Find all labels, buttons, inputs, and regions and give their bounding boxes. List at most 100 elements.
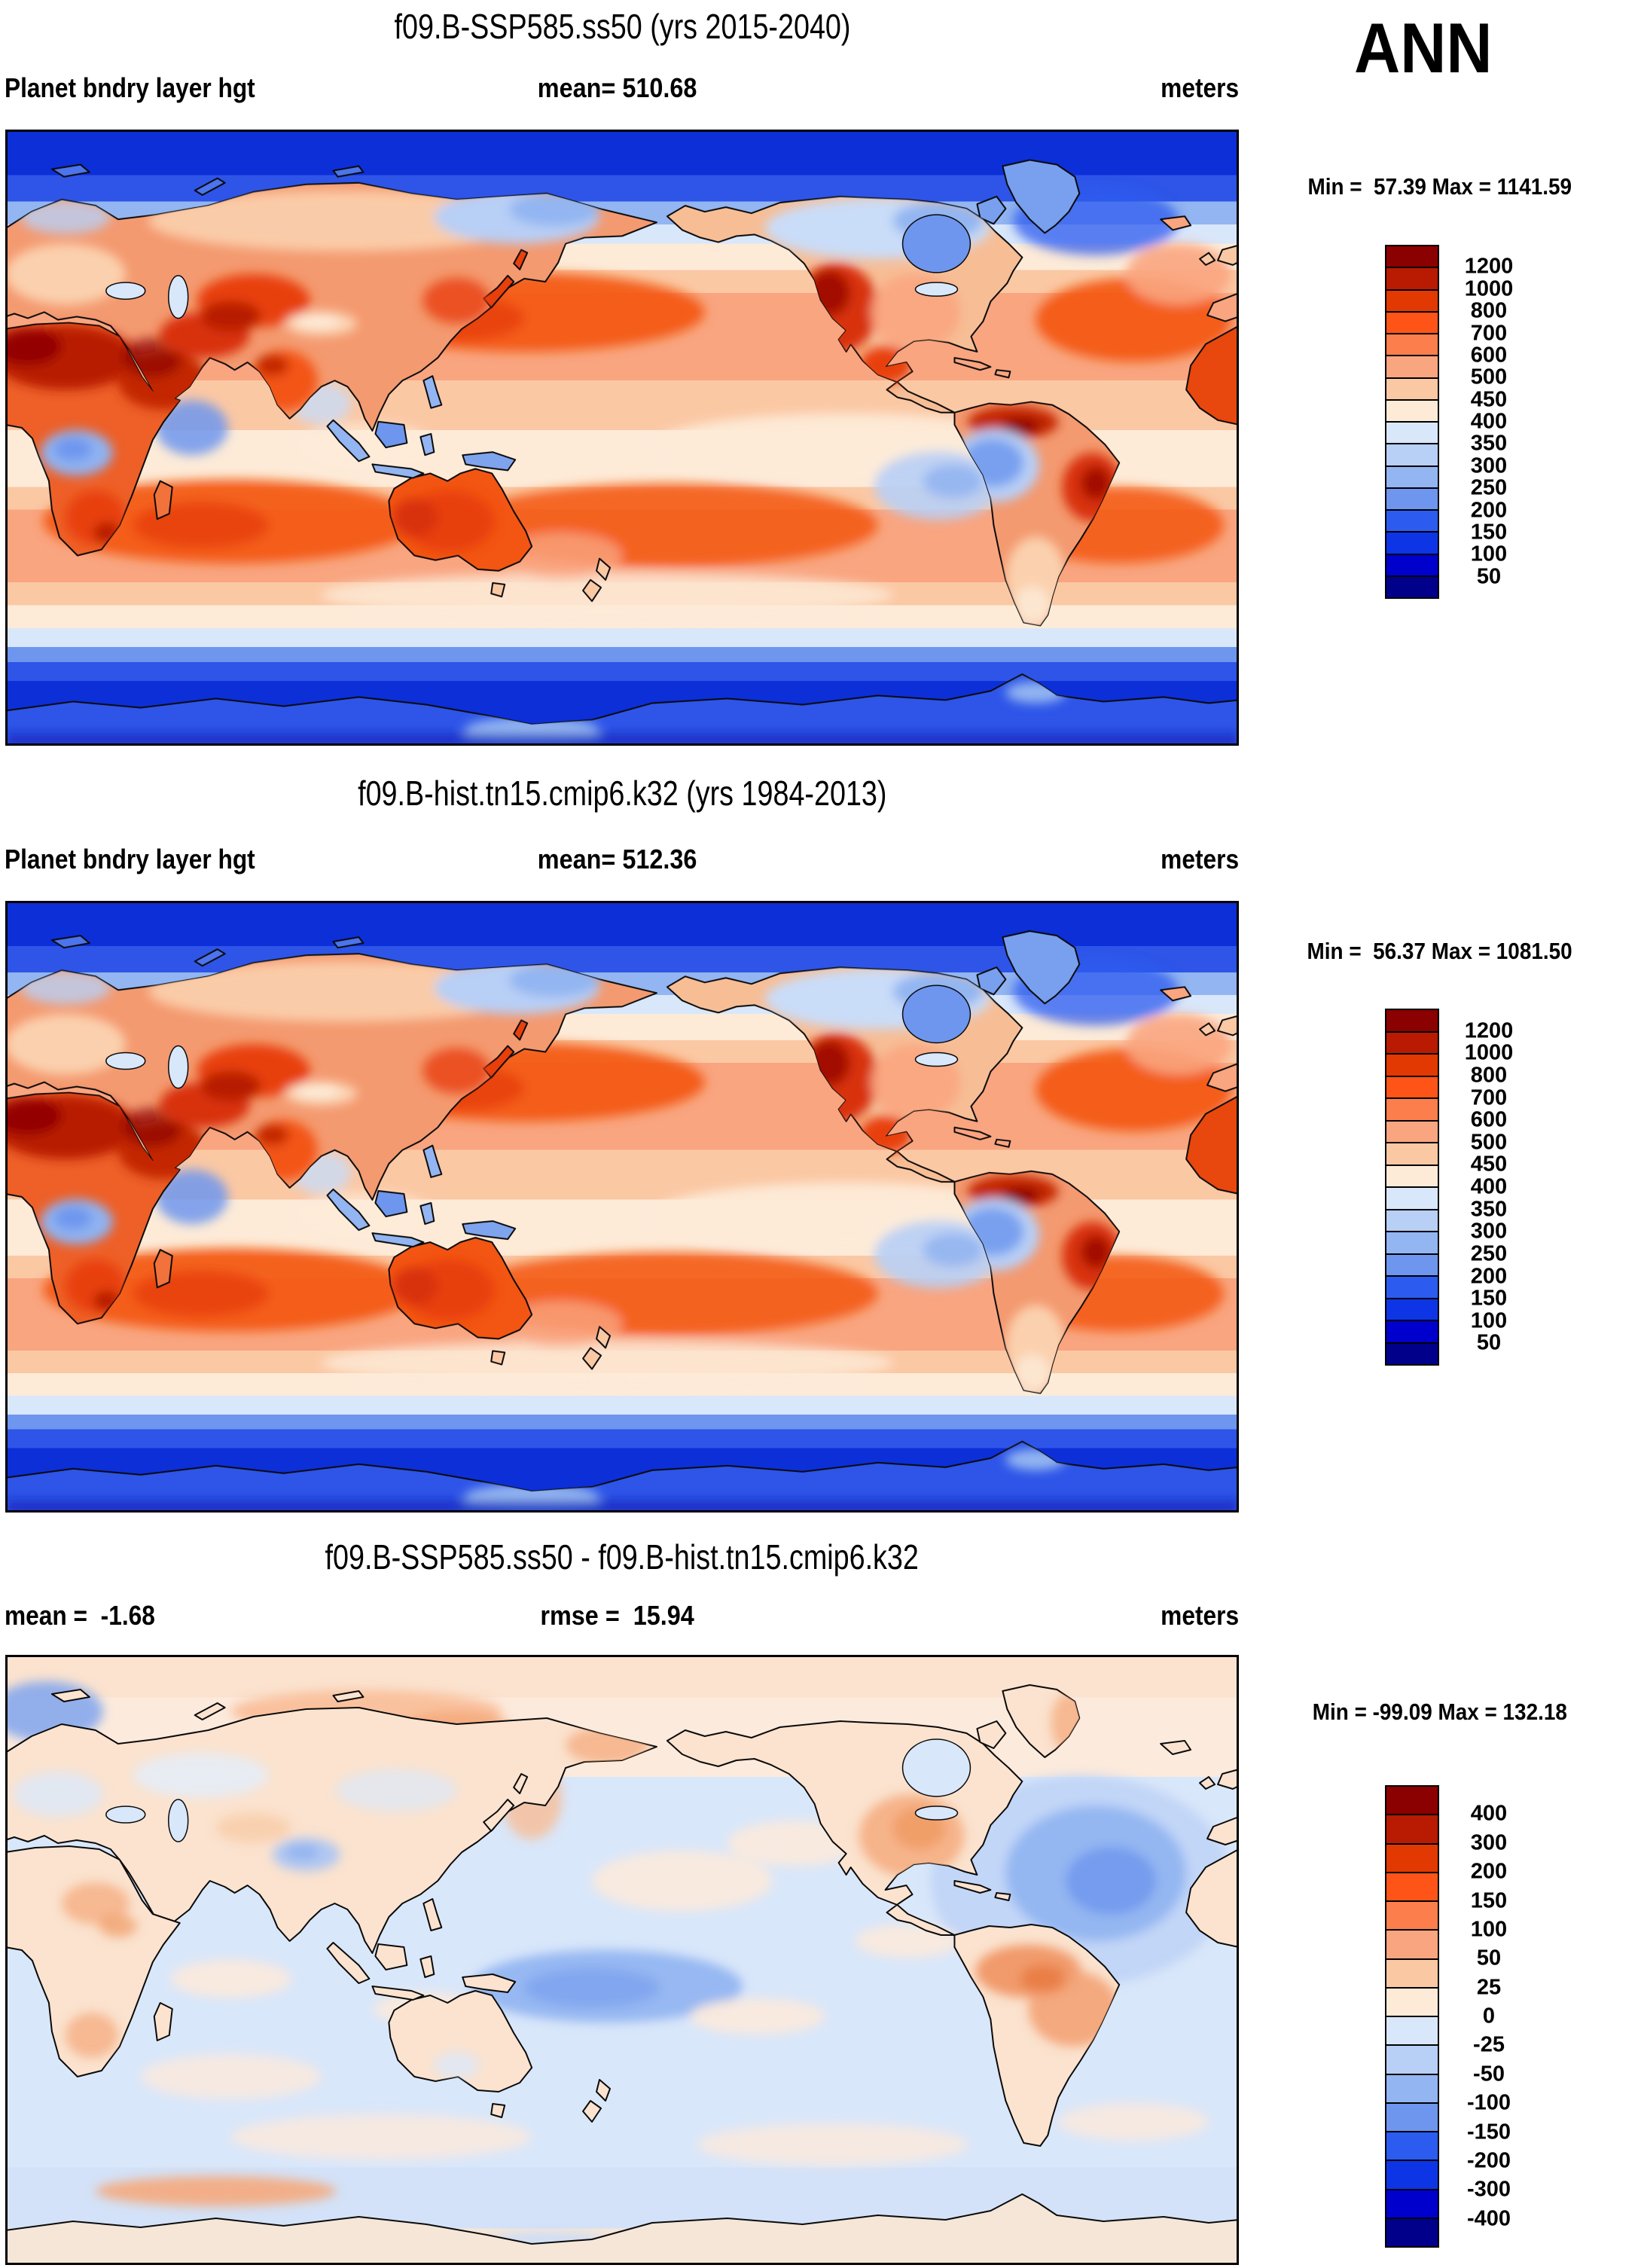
worldmap-contour-graphic [5, 130, 1239, 746]
colorbar-segment [1386, 575, 1438, 597]
panel3-units-label: meters [1161, 1600, 1239, 1631]
colorbar-tick-label: -150 [1466, 2120, 1511, 2144]
colorbar-tick-label: 450 [1470, 387, 1508, 412]
season-label: ANN [1354, 8, 1493, 87]
colorbar-tick-label: 250 [1470, 1241, 1508, 1266]
colorbar-tick-label: 600 [1470, 343, 1508, 368]
colorbar-segment [1386, 2073, 1438, 2102]
colorbar-segment [1386, 1253, 1438, 1275]
colorbar-segment [1386, 1075, 1438, 1097]
colorbar-segment [1386, 465, 1438, 487]
colorbar-segment [1386, 1297, 1438, 1320]
colorbar-tick-label: 100 [1470, 1308, 1508, 1333]
colorbar-segment [1386, 1053, 1438, 1076]
colorbar-segment [1386, 1929, 1438, 1958]
panel1-minmax-label: Min = 57.39 Max = 1141.59 [1307, 173, 1572, 200]
colorbar-segment [1386, 246, 1438, 267]
panel3-title: f09.B-SSP585.ss50 - f09.B-hist.tn15.cmip… [325, 1537, 920, 1577]
colorbar-segment [1386, 1097, 1438, 1120]
colorbar-segment [1386, 2217, 1438, 2246]
colorbar-tick-label: 1000 [1464, 1040, 1514, 1065]
colorbar-segment [1386, 1900, 1438, 1930]
colorbar-segment [1386, 2188, 1438, 2218]
colorbar-model [1385, 245, 1439, 599]
colorbar-tick-label: 150 [1470, 1286, 1508, 1311]
colorbar-tick-label: 1200 [1464, 254, 1514, 279]
colorbar-tick-label: -100 [1466, 2090, 1511, 2115]
colorbar-tick-label: 450 [1470, 1152, 1508, 1177]
colorbar-tick-label: -50 [1473, 2062, 1505, 2086]
colorbar-segment [1386, 1871, 1438, 1900]
colorbar-segment [1386, 398, 1438, 421]
colorbar-segment [1386, 2044, 1438, 2074]
colorbar-control [1385, 1009, 1439, 1366]
panel3-mean-label: mean = -1.68 [5, 1600, 155, 1631]
colorbar-tick-label: -300 [1466, 2177, 1511, 2202]
panel3-rmse-label: rmse = 15.94 [540, 1600, 695, 1631]
colorbar-tick-label: 200 [1470, 498, 1508, 522]
colorbar-segment [1386, 1164, 1438, 1186]
colorbar-tick-label: 350 [1470, 431, 1508, 456]
colorbar-tick-label: 400 [1470, 1801, 1508, 1826]
colorbar-segment [1386, 2131, 1438, 2160]
colorbar-tick-label: 800 [1470, 1063, 1508, 1088]
map-control-case [5, 901, 1239, 1513]
colorbar-tick-label: 500 [1470, 365, 1508, 389]
colorbar-tick-label: 50 [1476, 564, 1502, 589]
colorbar-tick-label: 800 [1470, 298, 1508, 323]
colorbar-tick-label: 150 [1470, 520, 1508, 545]
colorbar-segment [1386, 553, 1438, 575]
colorbar-segment [1386, 1010, 1438, 1031]
colorbar-tick-label: 250 [1470, 475, 1508, 500]
colorbar-segment [1386, 1787, 1438, 1815]
panel2-minmax-label: Min = 56.37 Max = 1081.50 [1307, 938, 1573, 964]
colorbar-tick-label: 150 [1470, 1888, 1508, 1912]
colorbar-tick-label: 350 [1470, 1197, 1508, 1222]
panel1-units-label: meters [1161, 72, 1239, 103]
colorbar-tick-label: 1000 [1464, 276, 1514, 301]
colorbar-tick-label: 50 [1476, 1330, 1502, 1355]
map-model-case [5, 130, 1239, 746]
colorbar-tick-label: 300 [1470, 1219, 1508, 1244]
colorbar-segment [1386, 1231, 1438, 1253]
colorbar-labels-control: 1200 1000 800 700 600 500 450 400 350 300 250 200 15… [1440, 1009, 1538, 1366]
colorbar-segment [1386, 531, 1438, 554]
colorbar-tick-label: 500 [1470, 1130, 1508, 1155]
colorbar-segment [1386, 333, 1438, 356]
panel2-units-label: meters [1161, 844, 1239, 875]
colorbar-tick-label: 25 [1476, 1975, 1502, 2000]
panel2-title: f09.B-hist.tn15.cmip6.k32 (yrs 1984-2013… [357, 774, 887, 813]
panel1-title: f09.B-SSP585.ss50 (yrs 2015-2040) [394, 7, 850, 46]
colorbar-labels-difference: 400 300 200 150 100 50 25 0 -25 -50 -100 -150 -200 -3… [1440, 1785, 1538, 2248]
colorbar-segment [1386, 1320, 1438, 1342]
colorbar-segment [1386, 1814, 1438, 1843]
colorbar-segment [1386, 377, 1438, 399]
colorbar-difference [1385, 1785, 1439, 2248]
colorbar-segment [1386, 509, 1438, 532]
colorbar-segment [1386, 2102, 1438, 2131]
panel3-minmax-label: Min = -99.09 Max = 132.18 [1312, 1699, 1568, 1725]
map-control-case-svg [5, 901, 1239, 1513]
worldmap-diff-graphic [5, 1655, 1239, 2265]
colorbar-tick-label: 200 [1470, 1859, 1508, 1884]
map-model-case-svg [5, 130, 1239, 746]
colorbar-tick-label: -400 [1466, 2206, 1511, 2231]
colorbar-segment [1386, 1030, 1438, 1053]
panel2-variable-label: Planet bndry layer hgt [5, 844, 255, 875]
colorbar-segment [1386, 1986, 1438, 2016]
colorbar-segment [1386, 1208, 1438, 1231]
colorbar-tick-label: 100 [1470, 1917, 1508, 1942]
colorbar-tick-label: 400 [1470, 409, 1508, 434]
colorbar-tick-label: 100 [1470, 542, 1508, 566]
colorbar-segment [1386, 1119, 1438, 1142]
colorbar-labels-model: 1200 1000 800 700 600 500 450 400 350 300 250 200 15… [1440, 245, 1538, 599]
colorbar-segment [1386, 1342, 1438, 1364]
colorbar-segment [1386, 443, 1438, 466]
colorbar-tick-label: 700 [1470, 1085, 1508, 1110]
colorbar-segment [1386, 487, 1438, 509]
colorbar-segment [1386, 1275, 1438, 1298]
colorbar-tick-label: 300 [1470, 1830, 1508, 1855]
colorbar-segment [1386, 355, 1438, 377]
panel1-mean-label: mean= 510.68 [538, 72, 697, 103]
